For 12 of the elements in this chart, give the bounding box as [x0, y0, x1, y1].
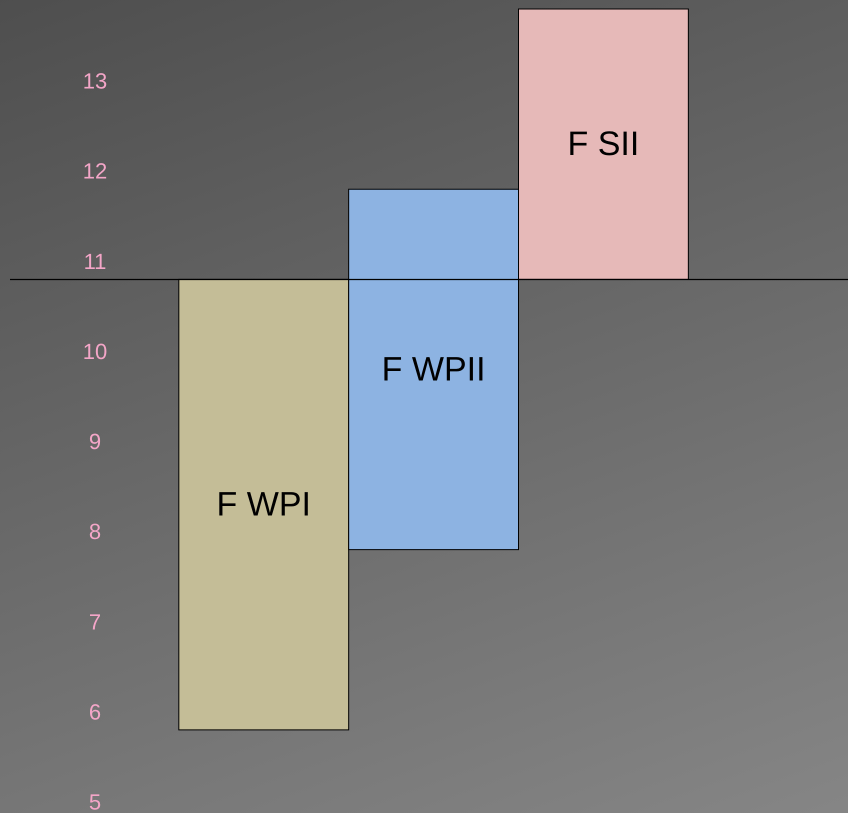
y-tick-label: 11 [84, 248, 106, 274]
x-tick-label: F SII [568, 125, 640, 164]
y-tick-label: 13 [82, 68, 108, 94]
x-tick-label: F WPII [382, 350, 486, 388]
y-tick-label: 12 [82, 158, 108, 184]
y-tick-label: 10 [82, 338, 108, 364]
y-tick-label: 6 [88, 699, 102, 724]
y-tick-label: 9 [88, 429, 102, 454]
y-tick-label: 8 [88, 519, 102, 544]
y-tick-label: 7 [88, 609, 102, 634]
y-tick-label: 5 [88, 790, 102, 813]
x-tick-label: F WPI [216, 486, 311, 524]
